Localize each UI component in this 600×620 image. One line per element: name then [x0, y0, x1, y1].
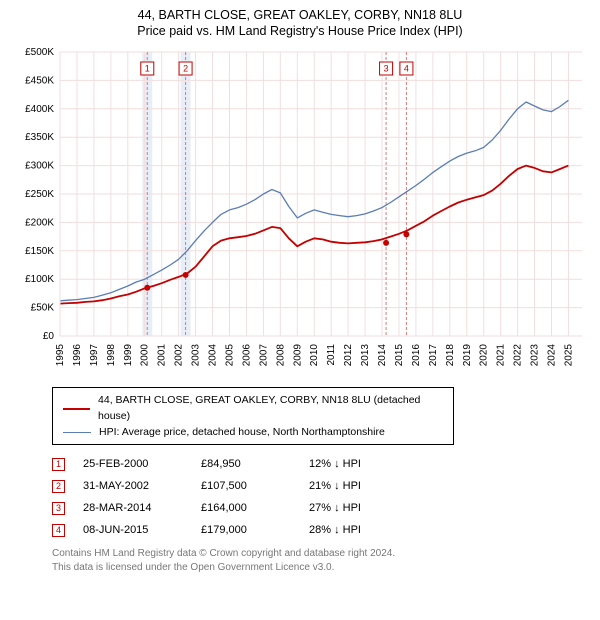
legend: 44, BARTH CLOSE, GREAT OAKLEY, CORBY, NN…	[52, 387, 454, 445]
svg-text:2: 2	[183, 64, 188, 74]
attribution-line-2: This data is licensed under the Open Gov…	[52, 561, 590, 575]
svg-text:2012: 2012	[343, 344, 354, 367]
svg-text:2016: 2016	[411, 344, 422, 367]
svg-text:2017: 2017	[428, 344, 439, 367]
legend-label: HPI: Average price, detached house, Nort…	[99, 425, 385, 441]
legend-swatch	[63, 408, 90, 410]
svg-text:£300K: £300K	[25, 161, 54, 172]
sale-row: 3 28-MAR-2014 £164,000 27% ↓ HPI	[52, 497, 590, 519]
svg-text:1995: 1995	[55, 344, 66, 367]
attribution: Contains HM Land Registry data © Crown c…	[52, 547, 590, 574]
sale-diff: 28% ↓ HPI	[309, 524, 409, 536]
sale-price: £179,000	[201, 524, 291, 536]
chart-area: £0 £50K £100K £150K £200K £250K £300K £350K £400…	[10, 44, 590, 379]
svg-text:2008: 2008	[275, 344, 286, 367]
svg-text:2024: 2024	[546, 344, 557, 367]
svg-text:£350K: £350K	[25, 132, 54, 143]
sale-price: £84,950	[201, 458, 291, 470]
svg-text:1996: 1996	[72, 344, 83, 367]
sale-row: 4 08-JUN-2015 £179,000 28% ↓ HPI	[52, 519, 590, 541]
svg-text:3: 3	[384, 64, 389, 74]
svg-text:2018: 2018	[445, 344, 456, 367]
svg-text:2014: 2014	[377, 344, 388, 367]
svg-text:£400K: £400K	[25, 104, 54, 115]
sale-marker-box: 4	[52, 524, 65, 537]
svg-text:1997: 1997	[89, 344, 100, 367]
sale-price: £164,000	[201, 502, 291, 514]
sale-row: 2 31-MAY-2002 £107,500 21% ↓ HPI	[52, 475, 590, 497]
sale-marker-box: 2	[52, 480, 65, 493]
svg-text:£500K: £500K	[25, 47, 54, 58]
sale-marker-box: 3	[52, 502, 65, 515]
svg-text:£150K: £150K	[25, 246, 54, 257]
sale-date: 08-JUN-2015	[83, 524, 183, 536]
svg-text:1999: 1999	[123, 344, 134, 367]
svg-text:1: 1	[145, 64, 150, 74]
title-block: 44, BARTH CLOSE, GREAT OAKLEY, CORBY, NN…	[10, 8, 590, 38]
legend-swatch	[63, 432, 91, 433]
svg-text:2023: 2023	[530, 344, 541, 367]
svg-text:2000: 2000	[140, 344, 151, 367]
title-line-1: 44, BARTH CLOSE, GREAT OAKLEY, CORBY, NN…	[10, 8, 590, 22]
sale-diff: 21% ↓ HPI	[309, 480, 409, 492]
svg-text:2015: 2015	[394, 344, 405, 367]
svg-text:2002: 2002	[174, 344, 185, 367]
title-line-2: Price paid vs. HM Land Registry's House …	[10, 24, 590, 38]
chart-container: 44, BARTH CLOSE, GREAT OAKLEY, CORBY, NN…	[0, 0, 600, 580]
svg-text:2025: 2025	[563, 344, 574, 367]
svg-text:2010: 2010	[309, 344, 320, 367]
svg-text:2013: 2013	[360, 344, 371, 367]
legend-item: HPI: Average price, detached house, Nort…	[63, 425, 443, 441]
svg-text:2009: 2009	[292, 344, 303, 367]
svg-text:2004: 2004	[208, 344, 219, 367]
sale-diff: 12% ↓ HPI	[309, 458, 409, 470]
svg-text:£100K: £100K	[25, 274, 54, 285]
legend-item: 44, BARTH CLOSE, GREAT OAKLEY, CORBY, NN…	[63, 393, 443, 425]
attribution-line-1: Contains HM Land Registry data © Crown c…	[52, 547, 590, 561]
svg-text:£50K: £50K	[31, 303, 55, 314]
sales-table: 1 25-FEB-2000 £84,950 12% ↓ HPI 2 31-MAY-2002…	[52, 453, 590, 541]
svg-text:2020: 2020	[479, 344, 490, 367]
svg-text:1998: 1998	[106, 344, 117, 367]
sale-marker-box: 1	[52, 458, 65, 471]
svg-text:2022: 2022	[513, 344, 524, 367]
svg-text:£450K: £450K	[25, 75, 54, 86]
sale-price: £107,500	[201, 480, 291, 492]
svg-text:2001: 2001	[157, 344, 168, 367]
svg-text:£0: £0	[43, 331, 55, 342]
svg-text:2011: 2011	[326, 344, 337, 366]
sale-row: 1 25-FEB-2000 £84,950 12% ↓ HPI	[52, 453, 590, 475]
svg-text:2003: 2003	[191, 344, 202, 367]
sale-date: 31-MAY-2002	[83, 480, 183, 492]
svg-text:2007: 2007	[258, 344, 269, 367]
sale-diff: 27% ↓ HPI	[309, 502, 409, 514]
svg-text:2005: 2005	[224, 344, 235, 367]
svg-text:2006: 2006	[241, 344, 252, 367]
svg-text:£250K: £250K	[25, 189, 54, 200]
sale-date: 28-MAR-2014	[83, 502, 183, 514]
svg-text:£200K: £200K	[25, 217, 54, 228]
sale-date: 25-FEB-2000	[83, 458, 183, 470]
svg-text:2021: 2021	[496, 344, 507, 367]
legend-label: 44, BARTH CLOSE, GREAT OAKLEY, CORBY, NN…	[98, 393, 443, 425]
svg-text:4: 4	[404, 64, 409, 74]
svg-text:2019: 2019	[462, 344, 473, 367]
price-chart: £0 £50K £100K £150K £200K £250K £300K £350K £400…	[10, 44, 590, 374]
